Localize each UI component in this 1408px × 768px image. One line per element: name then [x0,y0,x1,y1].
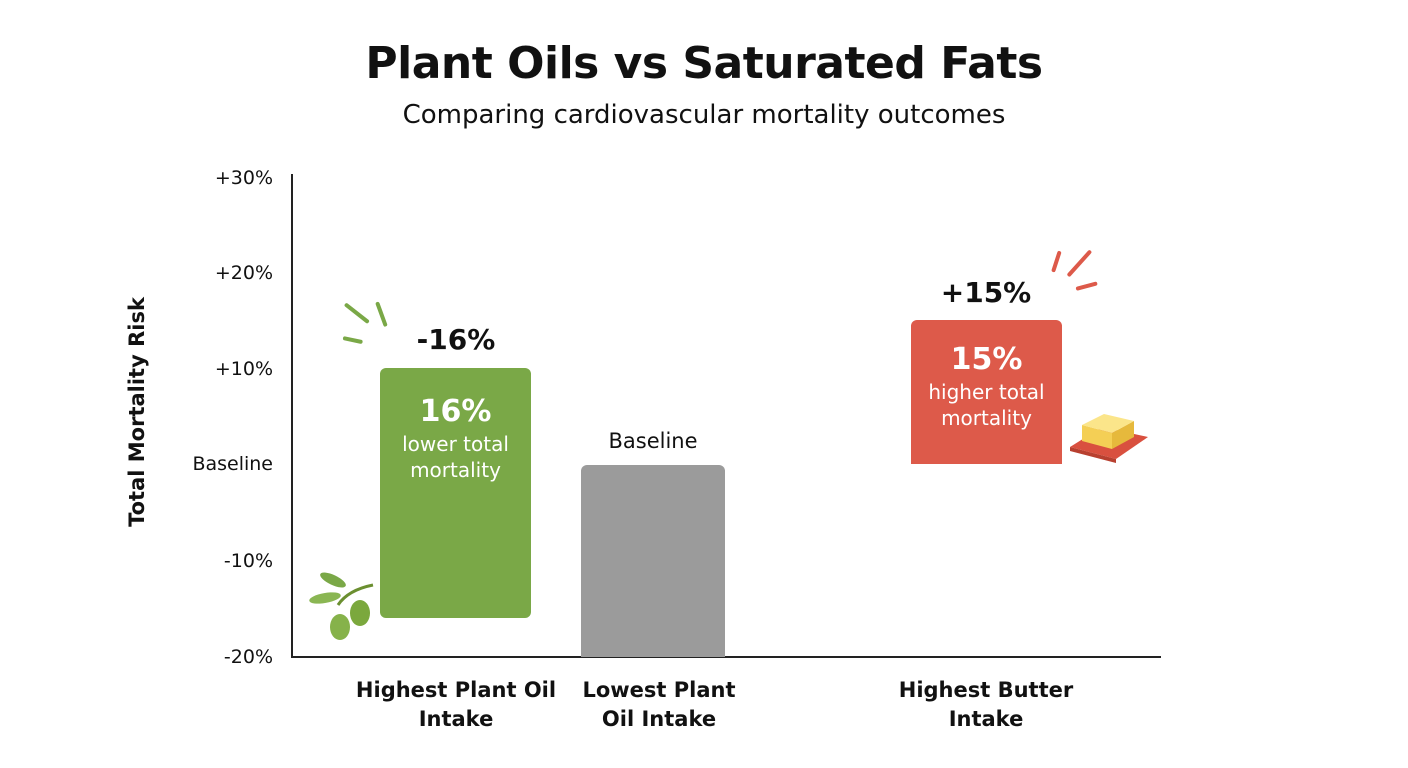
y-tick: -20% [223,646,273,668]
olive-branch-icon [309,572,374,640]
spark-line [1051,250,1062,273]
bar-big-label: 15% [950,342,1023,377]
y-axis [291,174,293,658]
y-tick: -10% [223,550,273,572]
bar-highest-plant-oil: 16% lower total mortality [380,368,531,618]
x-category-label: Highest Plant Oil Intake [355,678,557,731]
spark-line [1075,281,1098,291]
y-tick: +10% [214,358,273,380]
spark-line [343,302,370,325]
spark-line [375,301,388,328]
bar-highest-butter: 15% higher total mortality [911,320,1062,464]
chart-subtitle: Comparing cardiovascular mortality outco… [402,100,1006,130]
x-category-label: Lowest Plant Oil Intake [582,678,736,731]
value-label: -16% [416,323,496,356]
bar-desc: higher total mortality [928,380,1045,430]
y-tick: +20% [214,262,273,284]
bar-big-label: 16% [419,394,492,429]
butter-icon [1070,414,1148,463]
y-tick: Baseline [192,453,273,475]
value-label: +15% [940,276,1032,309]
bar-desc: lower total mortality [402,432,509,482]
spark-line [1066,249,1093,278]
bar-lowest-plant-oil [581,465,725,657]
spark-line [342,336,363,345]
x-axis [291,656,1161,658]
y-tick: +30% [214,167,273,189]
value-label: Baseline [608,429,698,453]
y-axis-label: Total Mortality Risk [125,297,149,527]
chart-title: Plant Oils vs Saturated Fats [365,38,1043,89]
x-category-label: Highest Butter Intake [898,678,1074,731]
